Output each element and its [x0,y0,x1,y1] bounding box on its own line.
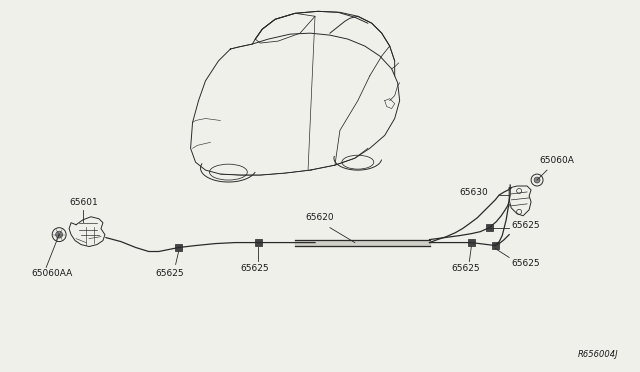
Bar [175,244,182,251]
Text: 65625: 65625 [241,264,269,273]
Text: 65625: 65625 [156,269,184,278]
Text: R656004J: R656004J [578,350,619,359]
Text: 65060A: 65060A [539,156,574,165]
Text: 65060AA: 65060AA [31,269,72,278]
Text: 65620: 65620 [305,213,333,222]
Circle shape [56,231,63,238]
Circle shape [534,177,540,183]
Bar [486,224,493,231]
Bar [255,239,262,246]
Bar [492,242,499,249]
Text: 65625: 65625 [511,259,540,269]
Bar [468,239,475,246]
Text: 65630: 65630 [460,189,488,198]
Text: 65625: 65625 [451,264,480,273]
Text: 65601: 65601 [69,198,98,207]
Text: 65625: 65625 [511,221,540,230]
